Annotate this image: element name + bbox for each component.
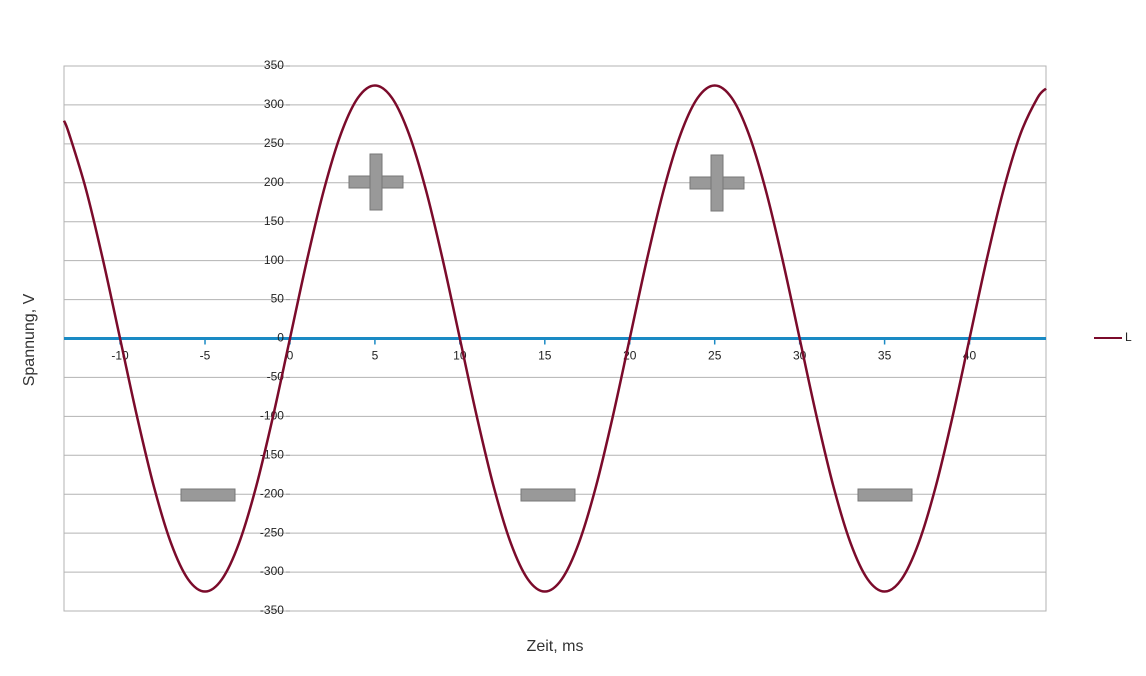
x-tick-label: -5 (200, 349, 211, 363)
plus-sign (710, 154, 724, 212)
minus-sign (520, 488, 576, 502)
y-tick-label: -300 (260, 564, 284, 578)
y-tick-label: 100 (264, 253, 284, 267)
x-tick-label: -10 (111, 349, 129, 363)
x-tick-label: 35 (878, 349, 892, 363)
y-tick-label: -250 (260, 525, 284, 539)
y-tick-label: 0 (277, 331, 284, 345)
y-axis-title: Spannung, V (21, 293, 38, 386)
y-tick-label: 350 (264, 58, 284, 72)
legend-label: L (1125, 330, 1132, 344)
minus-sign (857, 488, 913, 502)
y-tick-label: 50 (271, 292, 285, 306)
minus-sign (180, 488, 236, 502)
y-tick-label: -200 (260, 486, 284, 500)
plus-sign (369, 153, 383, 211)
y-tick-label: -350 (260, 603, 284, 617)
x-tick-label: 5 (372, 349, 379, 363)
y-tick-label: 200 (264, 175, 284, 189)
y-tick-label: 150 (264, 214, 284, 228)
data-line (62, 84, 1047, 593)
x-tick-label: 15 (538, 349, 552, 363)
y-tick-label: 300 (264, 97, 284, 111)
y-tick-label: 250 (264, 136, 284, 150)
x-axis-title: Zeit, ms (527, 638, 584, 655)
x-tick-label: 25 (708, 349, 722, 363)
x-tick-label: 0 (287, 349, 294, 363)
